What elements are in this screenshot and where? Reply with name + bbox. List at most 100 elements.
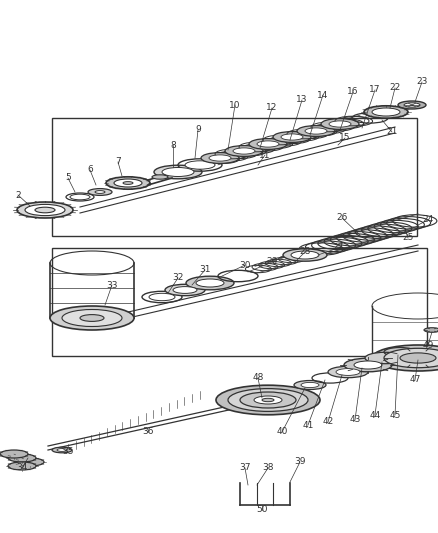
Ellipse shape: [273, 132, 311, 142]
Ellipse shape: [62, 310, 122, 327]
Text: 27: 27: [332, 244, 344, 253]
Ellipse shape: [52, 447, 72, 453]
Ellipse shape: [17, 202, 73, 218]
Text: 28: 28: [299, 247, 311, 256]
Ellipse shape: [0, 450, 28, 458]
Text: 17: 17: [369, 85, 381, 94]
Ellipse shape: [95, 191, 105, 193]
Ellipse shape: [201, 152, 239, 164]
Text: 11: 11: [259, 150, 271, 159]
Text: 22: 22: [389, 84, 401, 93]
Ellipse shape: [291, 251, 319, 259]
Text: 26: 26: [336, 214, 348, 222]
Text: 9: 9: [195, 125, 201, 134]
Text: 5: 5: [65, 174, 71, 182]
Ellipse shape: [57, 449, 67, 451]
Text: 50: 50: [256, 505, 268, 514]
Ellipse shape: [372, 345, 438, 371]
Ellipse shape: [233, 148, 255, 154]
Ellipse shape: [262, 398, 274, 402]
Text: 40: 40: [276, 427, 288, 437]
Ellipse shape: [398, 101, 426, 109]
Ellipse shape: [152, 175, 168, 179]
Ellipse shape: [149, 293, 175, 301]
Ellipse shape: [404, 103, 420, 107]
Text: 12: 12: [266, 103, 278, 112]
Ellipse shape: [364, 106, 408, 118]
Ellipse shape: [225, 146, 263, 156]
Ellipse shape: [294, 381, 326, 390]
Ellipse shape: [16, 458, 44, 466]
Ellipse shape: [400, 353, 436, 363]
Ellipse shape: [196, 279, 224, 287]
Text: 21: 21: [386, 127, 398, 136]
Ellipse shape: [336, 369, 360, 375]
Ellipse shape: [305, 128, 327, 134]
Text: 10: 10: [229, 101, 241, 109]
Ellipse shape: [186, 276, 234, 290]
Text: 39: 39: [294, 457, 306, 466]
Text: 34: 34: [16, 464, 28, 472]
Text: 33: 33: [106, 280, 118, 289]
Ellipse shape: [254, 396, 282, 404]
Text: 30: 30: [239, 261, 251, 270]
Text: 47: 47: [410, 376, 420, 384]
Ellipse shape: [228, 389, 308, 411]
Ellipse shape: [8, 454, 36, 462]
Text: 45: 45: [389, 410, 401, 419]
Text: 7: 7: [115, 157, 121, 166]
Ellipse shape: [329, 121, 351, 127]
Ellipse shape: [173, 287, 197, 293]
Text: 49: 49: [422, 341, 434, 350]
Text: 42: 42: [322, 417, 334, 426]
Ellipse shape: [165, 284, 205, 296]
Text: 6: 6: [87, 166, 93, 174]
Ellipse shape: [321, 119, 359, 130]
Text: 16: 16: [347, 87, 359, 96]
Text: 24: 24: [422, 215, 434, 224]
Text: 48: 48: [252, 374, 264, 383]
Ellipse shape: [257, 141, 279, 147]
Ellipse shape: [216, 385, 320, 415]
Ellipse shape: [123, 182, 133, 184]
Ellipse shape: [50, 306, 134, 330]
Ellipse shape: [372, 108, 400, 116]
Ellipse shape: [354, 361, 382, 369]
Text: 36: 36: [142, 427, 154, 437]
Ellipse shape: [106, 177, 150, 189]
Text: 41: 41: [302, 421, 314, 430]
Ellipse shape: [240, 392, 296, 408]
Ellipse shape: [154, 165, 202, 179]
Ellipse shape: [249, 139, 287, 149]
Ellipse shape: [25, 204, 65, 216]
Ellipse shape: [162, 167, 194, 176]
Ellipse shape: [35, 207, 55, 213]
Text: 29: 29: [266, 257, 278, 266]
Text: 32: 32: [172, 273, 184, 282]
Ellipse shape: [283, 249, 327, 261]
Text: 23: 23: [416, 77, 427, 86]
Ellipse shape: [80, 314, 104, 321]
Ellipse shape: [424, 328, 438, 332]
Text: 13: 13: [296, 95, 308, 104]
Text: 25: 25: [403, 233, 413, 243]
Ellipse shape: [114, 179, 142, 187]
Ellipse shape: [185, 161, 215, 169]
Text: 43: 43: [350, 416, 360, 424]
Ellipse shape: [209, 155, 231, 161]
Ellipse shape: [281, 134, 303, 140]
Text: 15: 15: [339, 133, 351, 142]
Ellipse shape: [88, 189, 112, 196]
Ellipse shape: [297, 126, 335, 136]
Ellipse shape: [384, 348, 438, 368]
Ellipse shape: [365, 352, 405, 364]
Text: 2: 2: [15, 190, 21, 199]
Text: 38: 38: [262, 464, 274, 472]
Ellipse shape: [8, 462, 36, 470]
Text: 31: 31: [199, 265, 211, 274]
Text: 44: 44: [369, 410, 381, 419]
Text: 14: 14: [317, 91, 328, 100]
Ellipse shape: [301, 382, 319, 387]
Text: 37: 37: [239, 464, 251, 472]
Ellipse shape: [344, 358, 392, 372]
